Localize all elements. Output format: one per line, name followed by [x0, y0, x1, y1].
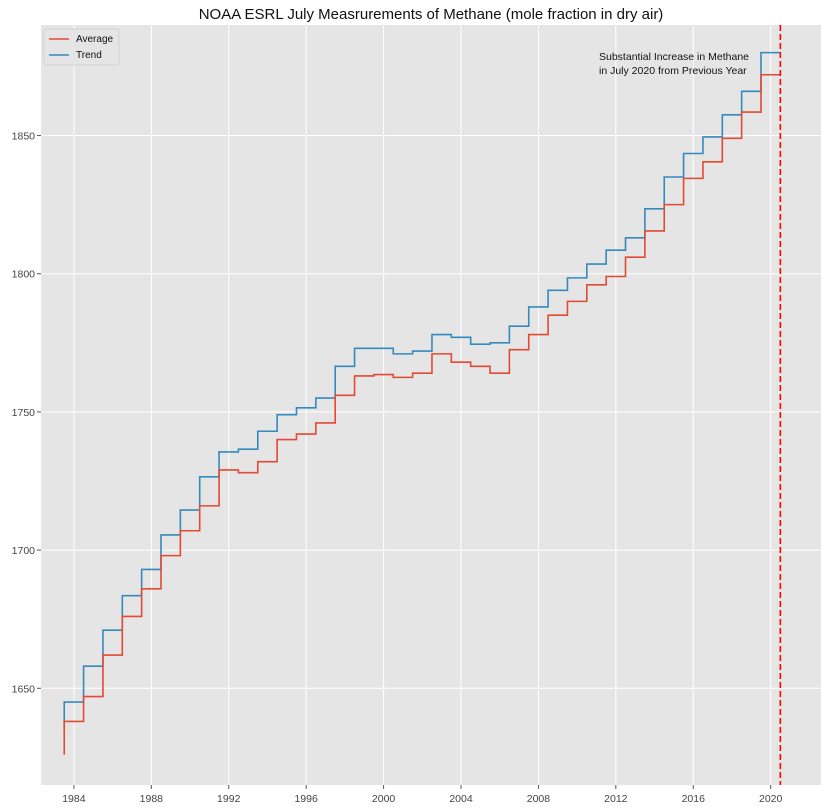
- legend-label-average: Average: [76, 34, 114, 45]
- grid: [41, 25, 821, 785]
- legend: Average Trend: [43, 28, 120, 66]
- x-tick-label: 2000: [372, 793, 396, 805]
- x-tick-label: 1996: [294, 793, 318, 805]
- x-tick-label: 2004: [449, 793, 473, 805]
- annotation-line-1: Substantial Increase in Methane: [599, 51, 749, 63]
- x-tick-label: 1992: [217, 793, 241, 805]
- y-tick-label: 1800: [12, 269, 36, 281]
- chart-title: NOAA ESRL July Measrurements of Methane …: [199, 6, 664, 23]
- y-tick-label: 1850: [12, 131, 36, 143]
- x-tick-label: 2008: [527, 793, 551, 805]
- x-tick-label: 2016: [682, 793, 706, 805]
- x-tick-label: 2012: [604, 793, 628, 805]
- x-tick-label: 1984: [62, 793, 86, 805]
- y-tick-label: 1750: [12, 407, 36, 419]
- plot-background: [41, 25, 821, 785]
- legend-label-trend: Trend: [76, 50, 102, 61]
- y-axis: 1650 1700 1750 1800 1850: [12, 131, 41, 695]
- y-tick-label: 1700: [12, 545, 36, 557]
- y-tick-label: 1650: [12, 683, 36, 695]
- series-layer: [63, 51, 781, 755]
- series-line-average: [63, 73, 781, 755]
- x-tick-label: 2020: [759, 793, 783, 805]
- annotation: Substantial Increase in Methane in July …: [599, 51, 752, 77]
- annotation-line-2: in July 2020 from Previous Year: [599, 65, 747, 77]
- x-tick-label: 1988: [140, 793, 164, 805]
- x-axis: 1984 1988 1992 1996 2000 2004 2008 2012 2016 2020: [62, 785, 783, 805]
- legend-box: [43, 28, 120, 66]
